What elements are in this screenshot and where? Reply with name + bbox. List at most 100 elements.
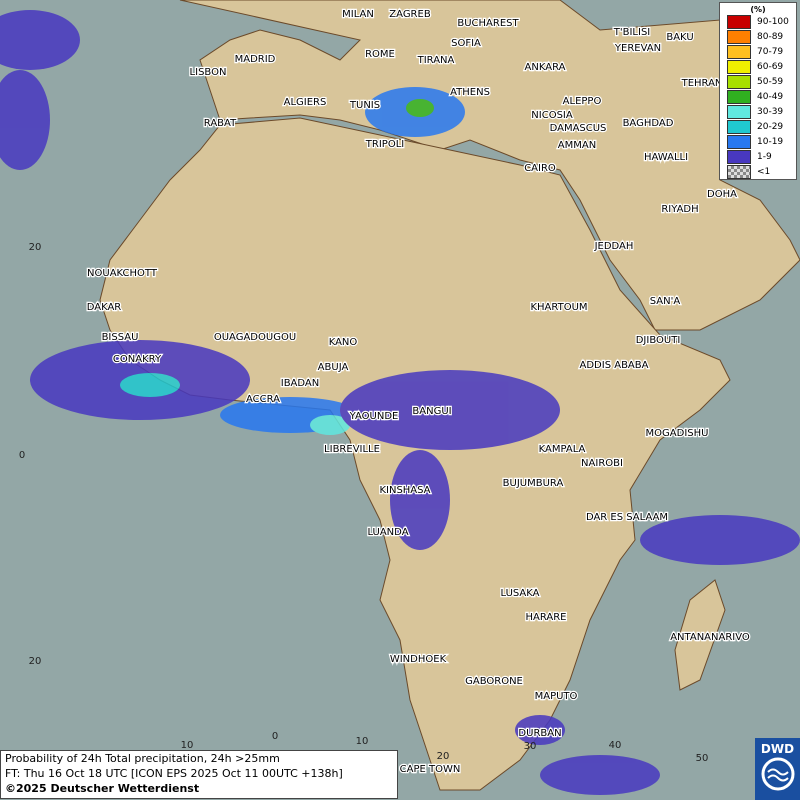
- city-label: LUANDA: [367, 527, 408, 538]
- caption: Probability of 24h Total precipitation, …: [0, 750, 398, 799]
- legend-entry: 50-59: [727, 74, 796, 89]
- legend-unit: (%): [750, 5, 766, 14]
- logo-icon: [761, 757, 794, 791]
- city-label: TEHRAN: [681, 78, 723, 89]
- city-label: WINDHOEK: [390, 654, 447, 665]
- city-label: KAMPALA: [539, 444, 586, 455]
- city-label: BAKU: [666, 32, 693, 43]
- city-label: DAR ES SALAAM: [586, 512, 668, 523]
- legend-label: <1: [757, 166, 771, 177]
- precip-area: [120, 373, 180, 397]
- grid-label: 20: [29, 656, 42, 667]
- legend-label: 60-69: [757, 61, 784, 72]
- grid-label: 10: [181, 740, 194, 751]
- grid-label: 0: [272, 731, 278, 742]
- precip-area: [515, 715, 565, 745]
- grid-label: 0: [19, 450, 25, 461]
- city-label: CONAKRY: [113, 354, 162, 365]
- city-label: TRIPOLI: [365, 139, 404, 150]
- city-label: DOHA: [707, 189, 737, 200]
- legend-entry: 90-100: [727, 14, 796, 29]
- city-label: MOGADISHU: [646, 428, 709, 439]
- city-label: ACCRA: [246, 394, 280, 405]
- precip-area: [390, 450, 450, 550]
- grid-label: 20: [29, 242, 42, 253]
- city-label: SOFIA: [451, 38, 481, 49]
- grid-label: 50: [696, 753, 709, 764]
- city-label: KHARTOUM: [530, 302, 587, 313]
- precip-area: [310, 415, 350, 435]
- legend-label: 90-100: [757, 16, 789, 27]
- legend-entry: 30-39: [727, 104, 796, 119]
- city-label: HARARE: [525, 612, 566, 623]
- legend-entry: 10-19: [727, 134, 796, 149]
- city-label: NICOSIA: [531, 110, 573, 121]
- legend-swatch: [727, 164, 751, 179]
- city-label: TUNIS: [349, 100, 380, 111]
- legend-label: 30-39: [757, 106, 784, 117]
- city-label: MADRID: [235, 54, 276, 65]
- legend-swatch: [727, 134, 751, 149]
- precipitation: [0, 10, 800, 795]
- city-label: LIBREVILLE: [324, 444, 380, 455]
- city-label: DJIBOUTI: [636, 335, 681, 346]
- city-label: ANTANANARIVO: [670, 632, 750, 643]
- legend-label: 40-49: [757, 91, 784, 102]
- legend-swatch: [727, 74, 751, 89]
- legend-label: 50-59: [757, 76, 784, 87]
- grid-label: 20: [437, 751, 450, 762]
- city-label: RABAT: [204, 118, 237, 129]
- legend-swatch: [727, 89, 751, 104]
- legend-entry: 80-89: [727, 29, 796, 44]
- city-label: KANO: [329, 337, 358, 348]
- city-label: CAPE TOWN: [400, 764, 461, 775]
- city-label: ALGIERS: [284, 97, 327, 108]
- legend-label: 1-9: [757, 151, 772, 162]
- city-label: CAIRO: [524, 163, 556, 174]
- city-label: DURBAN: [518, 728, 561, 739]
- city-label: IBADAN: [281, 378, 320, 389]
- city-label: BUJUMBURA: [503, 478, 564, 489]
- city-label: RIYADH: [661, 204, 698, 215]
- legend-swatch: [727, 44, 751, 59]
- city-label: ROME: [365, 49, 395, 60]
- city-label: KINSHASA: [379, 485, 430, 496]
- precip-area: [340, 370, 560, 450]
- city-label: TIRANA: [417, 55, 455, 66]
- city-label: ADDIS ABABA: [580, 360, 649, 371]
- city-label: OUAGADOUGOU: [214, 332, 296, 343]
- legend-entry: 70-79: [727, 44, 796, 59]
- city-label: DAMASCUS: [550, 123, 607, 134]
- city-label: YAOUNDE: [349, 411, 399, 422]
- legend-label: 80-89: [757, 31, 784, 42]
- precip-area: [640, 515, 800, 565]
- legend-swatch: [727, 29, 751, 44]
- city-label: LISBON: [190, 67, 227, 78]
- city-label: NAIROBI: [581, 458, 623, 469]
- city-label: YEREVAN: [614, 43, 661, 54]
- precip-area: [540, 755, 660, 795]
- city-label: ATHENS: [450, 87, 490, 98]
- city-label: BAGHDAD: [623, 118, 674, 129]
- city-label: GABORONE: [465, 676, 523, 687]
- caption-line: Probability of 24h Total precipitation, …: [5, 752, 280, 765]
- grid-label: 40: [609, 740, 622, 751]
- precip-area: [0, 70, 50, 170]
- city-label: DAKAR: [87, 302, 122, 313]
- legend-entry: <1: [727, 164, 796, 179]
- logo-text: DWD: [760, 742, 795, 756]
- legend-entry: 40-49: [727, 89, 796, 104]
- legend-label: 20-29: [757, 121, 784, 132]
- legend: (%) 90-100 80-89 70-79 60-69 50-59 40-49 30-39…: [719, 2, 797, 180]
- city-label: BANGUI: [412, 406, 451, 417]
- city-label: AMMAN: [558, 140, 596, 151]
- legend-swatch: [727, 104, 751, 119]
- city-label: SAN'A: [650, 296, 681, 307]
- city-label: ALEPPO: [563, 96, 602, 107]
- copyright: ©2025 Deutscher Wetterdienst: [5, 782, 200, 795]
- legend-swatch: [727, 149, 751, 164]
- logo: DWD: [755, 738, 800, 800]
- legend-label: 10-19: [757, 136, 784, 147]
